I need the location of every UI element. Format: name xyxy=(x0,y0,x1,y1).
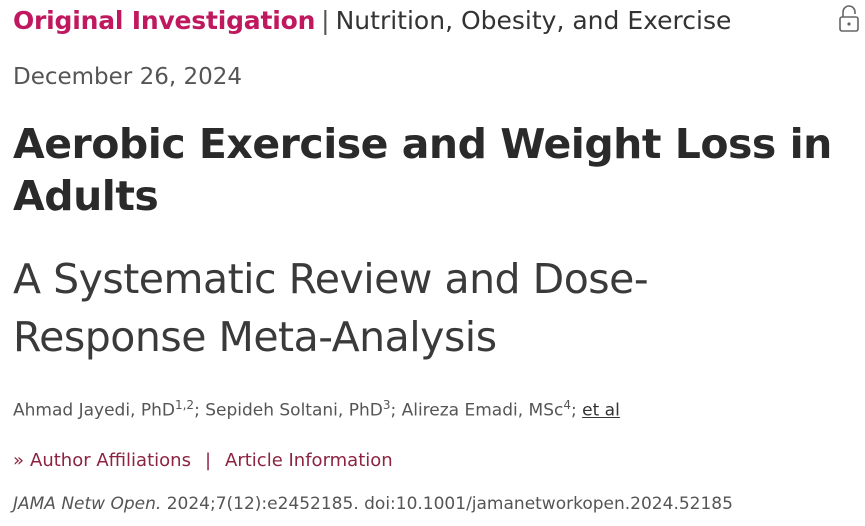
author-affiliation-ref: 3 xyxy=(382,398,391,412)
author-affiliation-ref: 1,2 xyxy=(174,398,195,412)
author-affiliation-ref: 4 xyxy=(563,398,571,412)
journal-name: JAMA Netw Open. xyxy=(13,494,162,514)
author-separator: ; xyxy=(571,400,583,421)
article-title: Aerobic Exercise and Weight Loss in Adul… xyxy=(13,118,853,222)
title-line: Adults xyxy=(13,172,159,220)
article-header: Original Investigation | Nutrition, Obesit… xyxy=(13,6,731,35)
author-name[interactable]: Alireza Emadi, MSc xyxy=(401,400,564,421)
author-name[interactable]: Ahmad Jayedi, PhD xyxy=(13,400,175,421)
article-category[interactable]: Original Investigation xyxy=(13,6,316,35)
article-links: » Author Affiliations | Article Information xyxy=(13,450,393,471)
title-line: Aerobic Exercise and Weight Loss in xyxy=(13,120,832,168)
article-information-link[interactable]: Article Information xyxy=(225,450,393,471)
citation: JAMA Netw Open. 2024;7(12):e2452185. doi… xyxy=(13,494,733,514)
author-affiliations-link[interactable]: Author Affiliations xyxy=(30,450,191,471)
subtitle-line: Response Meta-Analysis xyxy=(13,313,497,361)
subtitle-line: A Systematic Review and Dose- xyxy=(13,255,649,303)
author-name[interactable]: Sepideh Soltani, PhD xyxy=(205,400,383,421)
et-al-link[interactable]: et al xyxy=(582,400,620,421)
citation-details: 2024;7(12):e2452185. doi:10.1001/jamanet… xyxy=(161,494,733,514)
author-separator: ; xyxy=(390,400,402,421)
unlock-icon xyxy=(839,5,859,32)
links-separator: | xyxy=(204,450,212,471)
chevron-double-right-icon: » xyxy=(13,450,25,471)
author-list: Ahmad Jayedi, PhD1,2; Sepideh Soltani, P… xyxy=(13,398,620,421)
header-separator: | xyxy=(321,6,330,35)
author-separator: ; xyxy=(194,400,206,421)
article-subtitle: A Systematic Review and Dose- Response M… xyxy=(13,250,853,366)
publication-date: December 26, 2024 xyxy=(13,64,243,90)
article-subject[interactable]: Nutrition, Obesity, and Exercise xyxy=(335,6,732,35)
